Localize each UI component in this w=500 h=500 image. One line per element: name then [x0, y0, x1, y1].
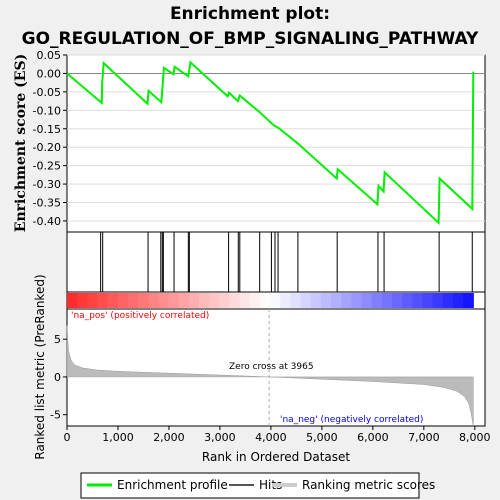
legend-enrichment-label: Enrichment profile	[117, 478, 228, 492]
enrichment-profile-line	[66, 60, 475, 226]
gradient-bar-segment	[422, 293, 434, 308]
na-neg-label: 'na_neg' (negatively correlated)	[280, 415, 423, 425]
gradient-bar-segment	[67, 293, 78, 308]
gradient-bar-segment	[127, 293, 139, 308]
rank-y-axis: 5 0 -5	[50, 333, 67, 422]
gradient-bar-segment	[442, 293, 454, 308]
gradient-bar-segment	[259, 293, 271, 308]
es-y-tick-label: 0.00	[37, 67, 62, 80]
gradient-bar-segment	[209, 293, 220, 308]
gradient-bar-segment	[412, 293, 424, 308]
es-y-tick-label: -0.20	[33, 141, 61, 154]
x-tick-label: 0	[64, 431, 71, 444]
gradient-bar-segment	[331, 293, 342, 308]
es-y-tick-label: -0.40	[33, 215, 61, 228]
rank-metric-panel	[66, 308, 486, 427]
hit-marks	[100, 232, 473, 292]
gradient-bar-segment	[463, 293, 474, 308]
rank-gradient-bar	[67, 293, 474, 308]
metric-area	[66, 309, 474, 427]
gradient-bar-segment	[351, 293, 363, 308]
gradient-bar-segment	[138, 293, 149, 308]
es-y-tick-label: -0.05	[33, 86, 61, 99]
gradient-bar-segment	[371, 293, 383, 308]
gradient-bar-segment	[97, 293, 109, 308]
x-tick-label: 7,000	[408, 431, 440, 444]
title-line-2: GO_REGULATION_OF_BMP_SIGNALING_PATHWAY	[22, 29, 479, 49]
x-tick-label: 3,000	[204, 431, 236, 444]
gradient-bar-segment	[158, 293, 170, 308]
rank-y-axis-label: Ranked list metric (PreRanked)	[33, 274, 47, 459]
gradient-bar-segment	[178, 293, 190, 308]
gradient-bar-segment	[381, 293, 393, 308]
gradient-bar-segment	[239, 293, 251, 308]
gradient-bar-segment	[219, 293, 231, 308]
gradient-bar-segment	[199, 293, 210, 308]
x-tick-label: 6,000	[357, 431, 389, 444]
gradient-bar-segment	[452, 293, 464, 308]
zero-cross-label: Zero cross at 3965	[229, 362, 314, 372]
gradient-bar-segment	[270, 293, 281, 308]
es-y-tick-label: 0.05	[37, 49, 62, 62]
enrichment-profile-series	[66, 60, 475, 226]
x-tick-label: 2,000	[153, 431, 185, 444]
gradient-bar-segment	[117, 293, 129, 308]
es-y-axis-label: Enrichment score (ES)	[13, 54, 29, 232]
x-tick-label: 5,000	[306, 431, 338, 444]
hits-panel	[66, 231, 486, 293]
gradient-bar-segment	[300, 293, 312, 308]
es-y-tick-label: -0.30	[33, 178, 61, 191]
rank-y-tick-label: 5	[54, 333, 61, 346]
gradient-bar-segment	[361, 293, 373, 308]
es-y-tick-label: -0.10	[33, 104, 61, 117]
gradient-bar-segment	[168, 293, 180, 308]
x-tick-label: 8,000	[459, 431, 491, 444]
gradient-bar-segment	[402, 293, 413, 308]
gradient-bar-segment	[432, 293, 444, 308]
title-line-1: Enrichment plot:	[170, 4, 330, 24]
ranking-metric-area	[66, 325, 474, 427]
gradient-bar-segment	[229, 293, 241, 308]
gradient-bar-segment	[188, 293, 200, 308]
gradient-bar-segment	[280, 293, 292, 308]
gradient-bar-segment	[148, 293, 160, 308]
es-y-tick-label: -0.25	[33, 160, 61, 173]
x-axis: 0 1,000 2,000 3,000 4,000 5,000 6,000 7,000 8,00…	[64, 426, 491, 444]
legend-box	[80, 472, 420, 499]
rank-y-tick-label: -5	[50, 409, 61, 422]
gradient-bar-segment	[392, 293, 403, 308]
gradient-bar-segment	[77, 293, 88, 308]
gradient-bar-segment	[320, 293, 332, 308]
gradient-bar-segment	[87, 293, 99, 308]
es-y-tick-label: -0.35	[33, 197, 61, 210]
x-tick-label: 1,000	[102, 431, 134, 444]
legend-hits-label: Hits	[259, 478, 282, 492]
gradient-bar-segment	[290, 293, 302, 308]
na-pos-label: 'na_pos' (positively correlated)	[71, 311, 209, 321]
x-tick-label: 4,000	[255, 431, 287, 444]
es-y-tick-label: -0.15	[33, 123, 61, 136]
es-y-axis: 0.05 0.00 -0.05 -0.10 -0.15 -0.20 -0.25 -0.30 -0…	[33, 49, 67, 228]
gradient-bar-segment	[310, 293, 322, 308]
gradient-bar-segment	[107, 293, 119, 308]
es-grid	[67, 54, 485, 222]
gradient-bar-segment	[341, 293, 352, 308]
es-panel	[66, 54, 486, 233]
x-axis-label: Rank in Ordered Dataset	[202, 450, 350, 464]
legend-metric-label: Ranking metric scores	[302, 478, 435, 492]
gradient-bar-segment	[249, 293, 261, 308]
rank-y-tick-label: 0	[54, 371, 61, 384]
